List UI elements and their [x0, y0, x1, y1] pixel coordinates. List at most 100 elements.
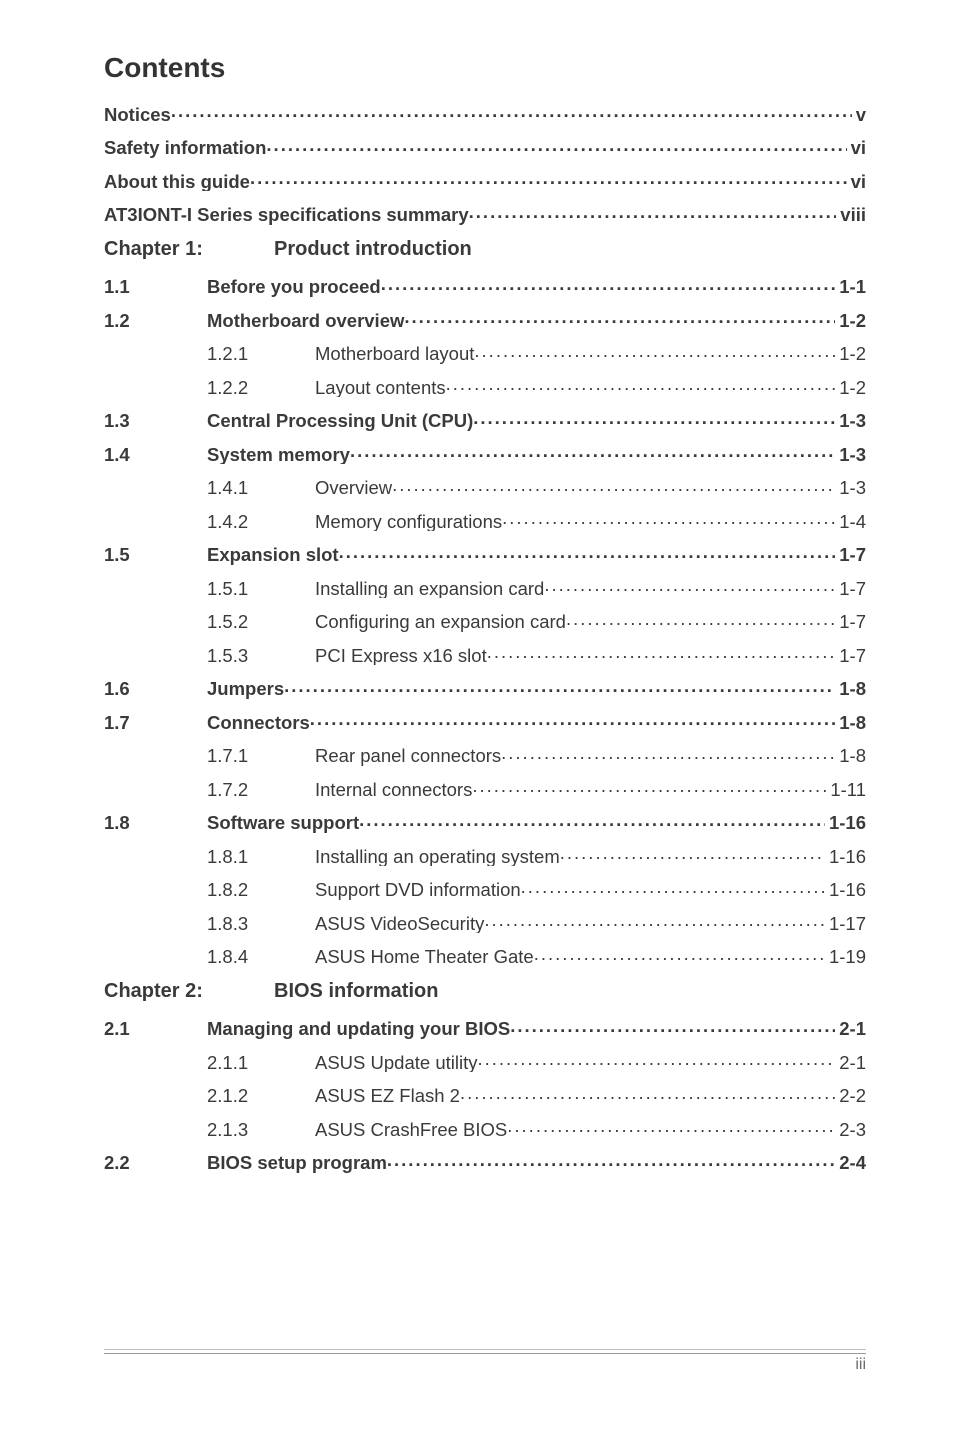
toc-leaders — [446, 375, 836, 394]
toc-page-ref: 1-8 — [835, 714, 866, 733]
toc-leaders — [544, 576, 835, 595]
toc-subsection-row: 1.5.3PCI Express x16 slot 1-7 — [207, 643, 866, 665]
toc-label: Motherboard overview — [207, 312, 404, 331]
chapter-title: BIOS information — [274, 980, 438, 1003]
toc-label: Connectors — [207, 714, 310, 733]
toc-leaders — [501, 744, 835, 763]
toc-label: ASUS VideoSecurity — [315, 915, 484, 934]
toc-page-ref: 1-2 — [835, 312, 866, 331]
toc-leaders — [310, 710, 835, 729]
subsection-number: 1.4.2 — [207, 513, 315, 532]
toc-subsection-row: 1.7.1Rear panel connectors 1-8 — [207, 744, 866, 766]
toc-subsection-row: 1.8.1Installing an operating system 1-16 — [207, 844, 866, 866]
toc-subsection-row: 1.7.2Internal connectors 1-11 — [207, 777, 866, 799]
toc-label: ASUS EZ Flash 2 — [315, 1087, 460, 1106]
page-footer: iii — [104, 1349, 866, 1374]
section-number: 2.2 — [104, 1154, 207, 1173]
toc-chapter-row: Chapter 1:Product introduction — [104, 238, 866, 261]
toc-label: System memory — [207, 446, 350, 465]
toc-page-ref: 1-3 — [835, 446, 866, 465]
toc-page-ref: 1-19 — [825, 948, 866, 967]
toc-section-row: 1.3Central Processing Unit (CPU) 1-3 — [104, 409, 866, 431]
toc-label: Installing an expansion card — [315, 580, 544, 599]
section-number: 1.8 — [104, 814, 207, 833]
toc-leaders — [266, 136, 846, 155]
toc-leaders — [472, 777, 826, 796]
toc-page: Contents Notices vSafety information viA… — [104, 52, 866, 1184]
toc-page-ref: viii — [836, 206, 866, 225]
toc-leaders — [484, 911, 825, 930]
toc-front-row: AT3IONT-I Series specifications summary … — [104, 203, 866, 225]
toc-section-row: 1.2Motherboard overview 1-2 — [104, 308, 866, 330]
toc-subsection-row: 2.1.3ASUS CrashFree BIOS 2-3 — [207, 1117, 866, 1139]
toc-page-ref: 1-16 — [825, 881, 866, 900]
toc-label: PCI Express x16 slot — [315, 647, 487, 666]
toc-label: Support DVD information — [315, 881, 521, 900]
toc-leaders — [339, 543, 836, 562]
toc-leaders — [460, 1084, 835, 1103]
toc-page-ref: 2-3 — [835, 1121, 866, 1140]
subsection-number: 1.5.1 — [207, 580, 315, 599]
subsection-number: 1.8.3 — [207, 915, 315, 934]
toc-subsection-row: 2.1.1ASUS Update utility 2-1 — [207, 1050, 866, 1072]
toc-leaders — [473, 409, 835, 428]
toc-section-row: 2.2BIOS setup program 2-4 — [104, 1151, 866, 1173]
toc-front-row: Safety information vi — [104, 136, 866, 158]
subsection-number: 1.8.2 — [207, 881, 315, 900]
section-number: 1.5 — [104, 546, 207, 565]
toc-page-ref: 1-11 — [826, 781, 866, 800]
toc-label: Managing and updating your BIOS — [207, 1020, 510, 1039]
toc-leaders — [560, 844, 825, 863]
toc-subsection-row: 1.4.1Overview 1-3 — [207, 476, 866, 498]
section-number: 1.1 — [104, 278, 207, 297]
toc-label: Configuring an expansion card — [315, 613, 566, 632]
subsection-number: 2.1.3 — [207, 1121, 315, 1140]
toc-leaders — [171, 102, 852, 121]
toc-label: Jumpers — [207, 680, 284, 699]
toc-page-ref: 1-8 — [835, 680, 866, 699]
toc-subsection-row: 1.2.1Motherboard layout 1-2 — [207, 342, 866, 364]
subsection-number: 1.7.2 — [207, 781, 315, 800]
toc-leaders — [510, 1017, 835, 1036]
toc-label: Layout contents — [315, 379, 446, 398]
toc-front-row: Notices v — [104, 102, 866, 124]
subsection-number: 2.1.2 — [207, 1087, 315, 1106]
toc-label: ASUS Home Theater Gate — [315, 948, 534, 967]
section-number: 1.2 — [104, 312, 207, 331]
toc-leaders — [284, 677, 835, 696]
toc-label: Overview — [315, 479, 392, 498]
toc-leaders — [534, 945, 825, 964]
subsection-number: 1.7.1 — [207, 747, 315, 766]
toc-label: BIOS setup program — [207, 1154, 387, 1173]
toc-chapter-row: Chapter 2:BIOS information — [104, 980, 866, 1003]
toc-section-row: 1.1Before you proceed 1-1 — [104, 275, 866, 297]
toc-subsection-row: 1.4.2Memory configurations 1-4 — [207, 509, 866, 531]
toc-leaders — [521, 878, 825, 897]
toc-label: Internal connectors — [315, 781, 472, 800]
toc-label: Central Processing Unit (CPU) — [207, 412, 473, 431]
toc-section-row: 1.5Expansion slot 1-7 — [104, 543, 866, 565]
toc-label: Expansion slot — [207, 546, 339, 565]
toc-section-row: 1.4System memory 1-3 — [104, 442, 866, 464]
subsection-number: 1.2.2 — [207, 379, 315, 398]
subsection-number: 1.4.1 — [207, 479, 315, 498]
toc-leaders — [469, 203, 837, 222]
toc-subsection-row: 1.5.2Configuring an expansion card 1-7 — [207, 610, 866, 632]
toc-section-row: 1.7Connectors 1-8 — [104, 710, 866, 732]
toc-section-row: 2.1Managing and updating your BIOS 2-1 — [104, 1017, 866, 1039]
toc-leaders — [250, 169, 847, 188]
toc-page-ref: v — [852, 106, 866, 125]
toc-front-row: About this guide vi — [104, 169, 866, 191]
toc-label: Rear panel connectors — [315, 747, 501, 766]
toc-page-ref: 1-1 — [835, 278, 866, 297]
toc-subsection-row: 1.8.4ASUS Home Theater Gate 1-19 — [207, 945, 866, 967]
toc-leaders — [566, 610, 835, 629]
toc-leaders — [381, 275, 836, 294]
toc-page-ref: 1-16 — [825, 848, 866, 867]
toc-page-ref: 1-7 — [835, 546, 866, 565]
toc-label: Motherboard layout — [315, 345, 474, 364]
section-number: 2.1 — [104, 1020, 207, 1039]
section-number: 1.3 — [104, 412, 207, 431]
toc-page-ref: 1-2 — [835, 345, 866, 364]
toc-page-ref: 1-2 — [835, 379, 866, 398]
